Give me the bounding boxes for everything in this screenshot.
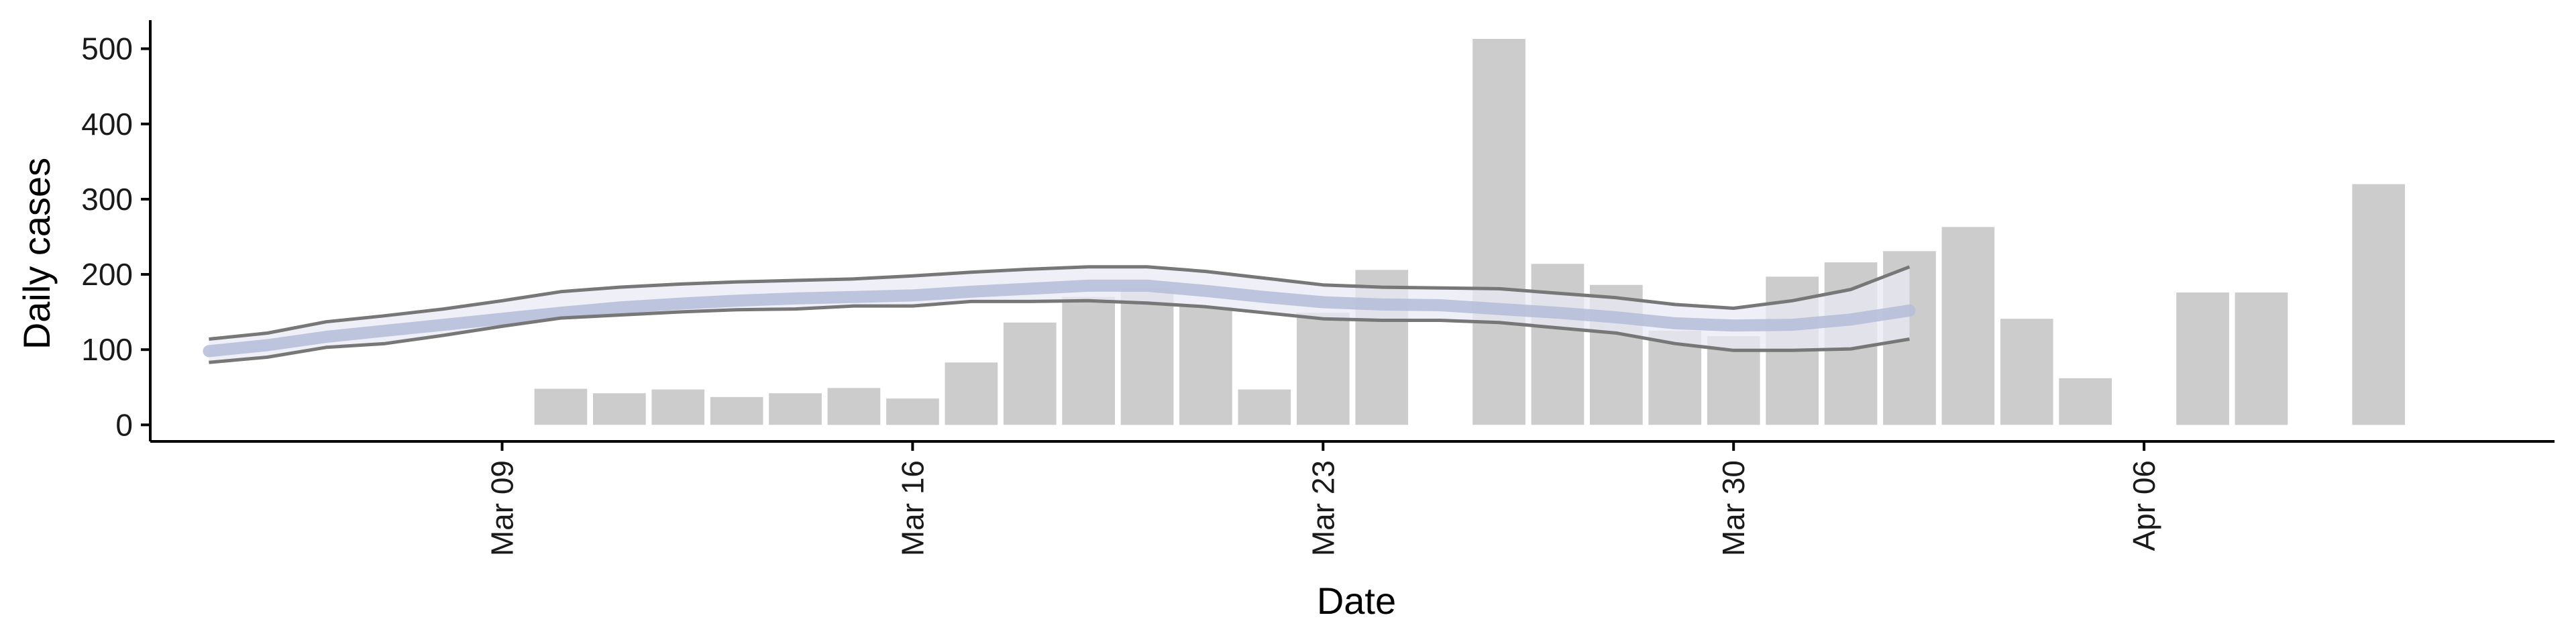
bar-2020-03-27 [1531, 264, 1585, 425]
y-axis-title: Daily cases [15, 158, 58, 350]
bar-2020-03-10 [534, 388, 588, 425]
y-tick-label-0: 0 [115, 407, 133, 442]
bar-2020-03-21 [1179, 307, 1232, 425]
fit-band-layer [203, 265, 1916, 364]
bar-2020-03-12 [651, 389, 705, 425]
x-tick-label-2020-04-06: Apr 06 [2127, 460, 2161, 551]
fit-mean-line [203, 279, 1916, 358]
fit-upper-line [209, 265, 1911, 341]
bars-layer [534, 39, 2406, 425]
bar-2020-04-10 [2352, 184, 2406, 425]
bar-2020-04-08 [2235, 292, 2288, 425]
bar-2020-03-26 [1472, 39, 1525, 425]
bar-2020-03-22 [1238, 389, 1291, 425]
x-tick-label-2020-03-09: Mar 09 [485, 460, 520, 556]
bar-2020-04-07 [2176, 292, 2229, 425]
bar-2020-03-18 [1003, 322, 1057, 425]
x-tick-label-2020-03-23: Mar 23 [1305, 460, 1340, 556]
x-tick-label-2020-03-30: Mar 30 [1716, 460, 1751, 556]
bar-2020-03-16 [886, 398, 939, 425]
bar-2020-03-23 [1297, 313, 1350, 425]
bar-2020-03-13 [710, 396, 763, 425]
y-tick-label-300: 300 [81, 182, 133, 217]
y-tick-label-500: 500 [81, 32, 133, 66]
bar-2020-04-03 [1941, 227, 1995, 425]
bar-2020-03-15 [827, 388, 881, 425]
y-tick-label-100: 100 [81, 332, 133, 367]
bar-2020-03-14 [769, 393, 822, 425]
x-axis-title: Date [1317, 580, 1396, 622]
credible-interval-band [209, 266, 1910, 363]
bar-2020-04-05 [2059, 378, 2112, 425]
labels-layer: Date Daily cases [15, 158, 1396, 622]
bar-2020-03-17 [945, 362, 998, 425]
bar-2020-04-04 [2000, 319, 2053, 425]
axes-layer: 0 100 200 300 400 500 Mar 09 Mar 16 Mar 23 Mar 30… [81, 20, 2555, 556]
bar-2020-03-11 [593, 393, 646, 425]
y-tick-label-400: 400 [81, 107, 133, 142]
x-tick-label-2020-03-16: Mar 16 [895, 460, 930, 556]
bar-2020-03-20 [1120, 288, 1174, 425]
y-tick-label-200: 200 [81, 257, 133, 292]
bar-2020-03-19 [1062, 297, 1115, 425]
fit-lower-line [209, 299, 1910, 364]
